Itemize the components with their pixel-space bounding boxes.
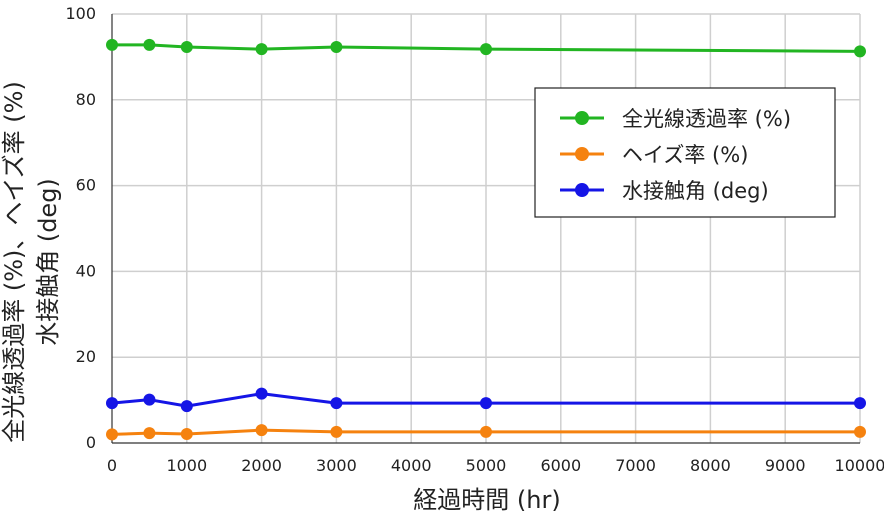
x-tick-label: 3000 [316,456,357,475]
data-point [330,397,343,410]
data-point [106,428,118,441]
data-point [854,425,866,438]
series-0 [106,38,866,58]
y-axis-title-line-2: 水接触角 (deg) [34,178,62,346]
x-tick-label: 7000 [615,456,656,475]
y-axis-title: 全光線透過率 (%)、ヘイズ率 (%) 水接触角 (deg) [0,81,62,443]
data-point [255,43,268,56]
legend-item-2: 水接触角 (deg) [560,179,769,203]
data-point [480,397,492,410]
data-point [854,397,866,410]
x-tick-label: 2000 [241,456,282,475]
legend-marker [575,147,589,161]
x-tick-label: 1000 [166,456,207,475]
data-point [180,427,193,440]
legend: 全光線透過率 (%) ヘイズ率 (%) 水接触角 (deg) [534,87,836,218]
y-tick-label: 100 [65,4,96,23]
x-tick-labels: 0 1000 2000 3000 4000 5000 6000 7000 8000 9000 100… [107,456,884,475]
y-tick-labels: 0 20 40 60 80 100 [65,4,96,452]
series-2 [106,387,866,413]
x-tick-label: 6000 [540,456,581,475]
data-point [255,387,268,400]
data-point [180,400,193,413]
series-1 [106,424,866,441]
data-point [480,425,492,438]
data-point [255,424,268,437]
data-point [180,41,193,54]
x-tick-label: 5000 [466,456,507,475]
legend-item-0: 全光線透過率 (%) [560,107,791,131]
x-tick-label: 4000 [391,456,432,475]
x-tick-label: 8000 [690,456,731,475]
legend-label: 全光線透過率 (%) [622,107,791,131]
legend-marker [575,111,589,125]
y-axis-title-line-1: 全光線透過率 (%)、ヘイズ率 (%) [0,81,28,443]
y-tick-label: 80 [76,90,96,109]
data-point [330,425,343,438]
y-tick-label: 40 [76,261,96,280]
x-tick-label: 9000 [765,456,806,475]
data-point [143,427,156,440]
x-tick-label: 10000 [835,456,884,475]
data-point [143,393,156,406]
x-tick-label: 0 [107,456,117,475]
series-layer [106,38,866,441]
grid-lines [112,13,861,443]
legend-label: ヘイズ率 (%) [622,143,748,167]
y-tick-label: 0 [86,433,96,452]
axes [111,14,860,444]
y-tick-label: 20 [76,347,96,366]
legend-marker [575,183,589,197]
legend-item-1: ヘイズ率 (%) [560,143,748,167]
data-point [330,41,343,54]
data-point [143,38,156,51]
legend-items: 全光線透過率 (%) ヘイズ率 (%) 水接触角 (deg) [560,107,791,203]
data-point [106,38,118,51]
x-axis-title: 経過時間 (hr) [413,486,560,514]
data-point [480,43,492,56]
legend-label: 水接触角 (deg) [622,179,769,203]
data-point [106,397,118,410]
y-tick-label: 60 [76,176,96,195]
data-point [854,45,866,58]
